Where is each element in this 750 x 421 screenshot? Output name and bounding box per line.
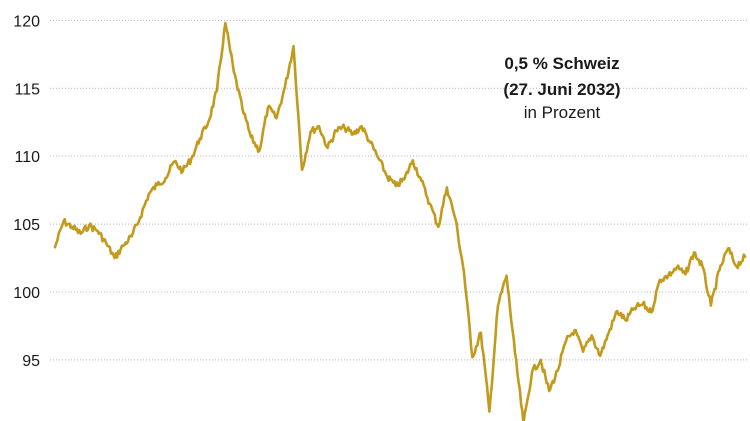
- y-tick-label-105: 105: [13, 217, 40, 234]
- chart-subtitle-text: (27. Juni 2032): [503, 80, 620, 99]
- chart-title-text: 0,5 % Schweiz: [504, 54, 619, 73]
- y-tick-label-120: 120: [13, 13, 40, 30]
- y-tick-label-100: 100: [13, 285, 40, 302]
- gridlines: [50, 19, 748, 361]
- y-tick-label-95: 95: [22, 353, 40, 370]
- series-line: [53, 21, 747, 421]
- y-axis-tick-labels: 95 100 105 110 115 120: [13, 13, 40, 370]
- y-tick-label-110: 110: [14, 149, 40, 166]
- y-tick-label-115: 115: [14, 81, 40, 98]
- series-layer: [53, 21, 747, 421]
- chart-title: 0,5 % Schweiz (27. Juni 2032) in Prozent: [503, 54, 620, 122]
- chart-unit-label: in Prozent: [524, 103, 601, 122]
